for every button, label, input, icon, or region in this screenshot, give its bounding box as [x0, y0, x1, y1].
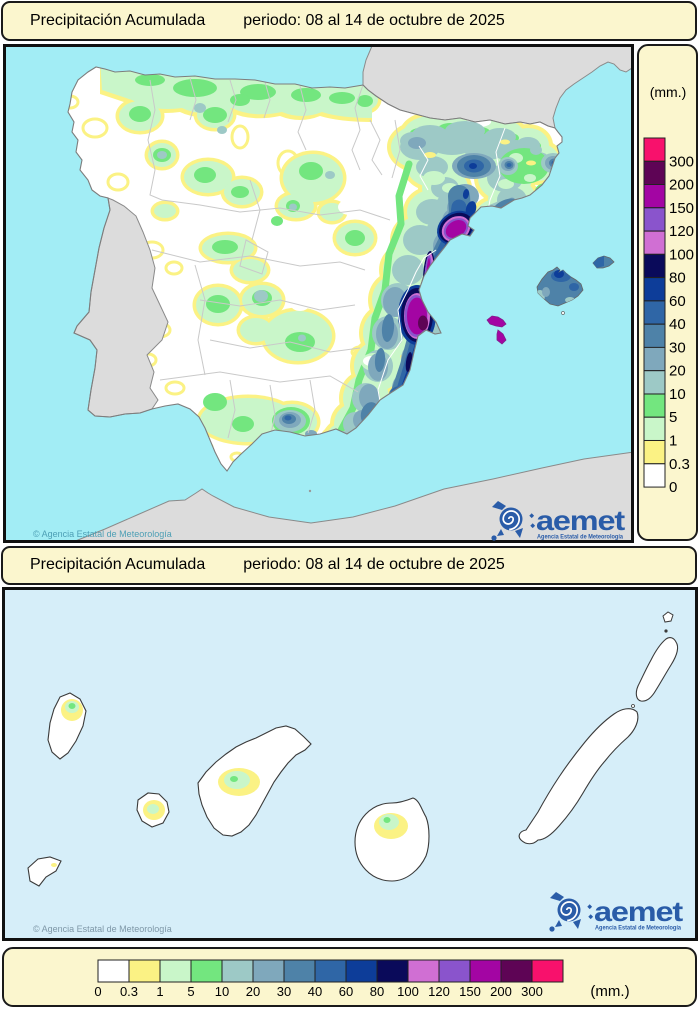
svg-text:80: 80	[669, 270, 686, 287]
svg-text:30: 30	[277, 984, 291, 999]
svg-text:40: 40	[308, 984, 322, 999]
svg-text:120: 120	[428, 984, 450, 999]
svg-text:200: 200	[490, 984, 512, 999]
svg-text:150: 150	[669, 200, 694, 217]
svg-text:20: 20	[246, 984, 260, 999]
svg-text:aemet: aemet	[536, 505, 625, 536]
svg-text:0.3: 0.3	[120, 984, 138, 999]
svg-text:© Agencia Estatal de Meteorolo: © Agencia Estatal de Meteorología	[33, 924, 172, 934]
svg-text:(mm.): (mm.)	[650, 84, 687, 100]
svg-text:120: 120	[669, 223, 694, 240]
svg-text:60: 60	[339, 984, 353, 999]
svg-text:0: 0	[669, 479, 677, 496]
svg-text:Agencia Estatal de Meteorologí: Agencia Estatal de Meteorología	[537, 535, 624, 541]
svg-text:100: 100	[397, 984, 419, 999]
svg-text:1: 1	[669, 433, 677, 450]
svg-text:300: 300	[521, 984, 543, 999]
svg-text:80: 80	[370, 984, 384, 999]
svg-text:60: 60	[669, 293, 686, 310]
svg-text:(mm.): (mm.)	[590, 983, 629, 1000]
svg-text:5: 5	[187, 984, 194, 999]
svg-text:10: 10	[215, 984, 229, 999]
svg-text:300: 300	[669, 153, 694, 170]
svg-text:30: 30	[669, 339, 686, 356]
svg-text:10: 10	[669, 386, 686, 403]
svg-text:1: 1	[156, 984, 163, 999]
svg-text:0: 0	[94, 984, 101, 999]
svg-text:5: 5	[669, 409, 677, 426]
svg-text:20: 20	[669, 363, 686, 380]
svg-text:100: 100	[669, 246, 694, 263]
svg-text:© Agencia Estatal de Meteorolo: © Agencia Estatal de Meteorología	[33, 529, 172, 539]
svg-text:0.3: 0.3	[669, 456, 690, 473]
svg-text:150: 150	[459, 984, 481, 999]
svg-text:40: 40	[669, 316, 686, 333]
svg-text:200: 200	[669, 177, 694, 194]
